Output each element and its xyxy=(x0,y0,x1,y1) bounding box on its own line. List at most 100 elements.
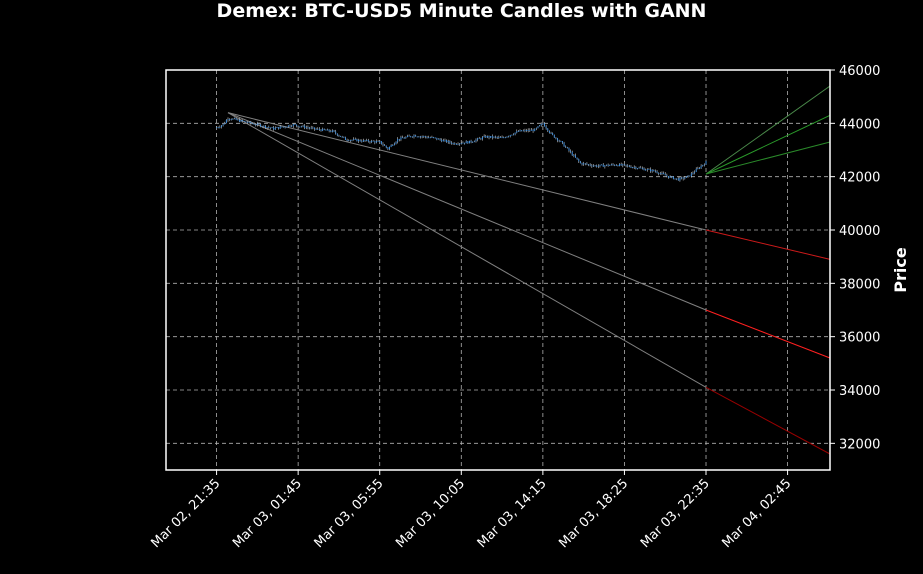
candle-body xyxy=(646,169,648,170)
candle-body xyxy=(573,155,575,156)
candle-body xyxy=(348,140,350,142)
candle-body xyxy=(568,148,570,151)
candle-body xyxy=(261,126,263,128)
candle-body xyxy=(255,124,257,126)
candle-body xyxy=(356,139,358,142)
candle-body xyxy=(468,140,470,144)
candle-body xyxy=(335,131,337,134)
candle-body xyxy=(464,142,466,144)
candle-body xyxy=(224,123,226,125)
candle-body xyxy=(571,152,573,156)
candle-body xyxy=(542,123,544,125)
candle-body xyxy=(346,139,348,141)
candle-body xyxy=(700,165,702,169)
candle-body xyxy=(530,129,532,131)
candle-body xyxy=(436,137,438,140)
candle-body xyxy=(625,164,627,166)
candle-body xyxy=(230,119,232,121)
candle-body xyxy=(504,137,506,139)
candle-body xyxy=(260,124,262,127)
candle-body xyxy=(581,163,583,165)
candle-body xyxy=(426,136,428,138)
candle-body xyxy=(253,123,255,125)
candle-body xyxy=(234,118,236,120)
candle-body xyxy=(574,155,576,158)
candle-body xyxy=(628,165,630,167)
candle-body xyxy=(371,140,373,143)
candles-layer xyxy=(216,117,707,182)
candle-body xyxy=(452,143,454,144)
candle-body xyxy=(586,163,588,165)
candle-body xyxy=(589,164,591,166)
candle-body xyxy=(325,129,327,131)
candle-body xyxy=(250,121,252,124)
candle-body xyxy=(583,163,585,165)
candle-body xyxy=(682,177,684,179)
candle-body xyxy=(323,128,325,130)
candle-body xyxy=(340,135,342,137)
candle-body xyxy=(375,141,377,143)
candle-body xyxy=(341,136,343,138)
candle-body xyxy=(366,139,368,141)
candle-body xyxy=(653,169,655,172)
candle-body xyxy=(684,177,686,179)
candle-body xyxy=(433,137,435,138)
candle-body xyxy=(553,134,555,138)
candle-body xyxy=(622,164,624,166)
candle-body xyxy=(666,175,668,177)
candle-body xyxy=(614,164,616,166)
candle-body xyxy=(431,137,433,138)
candle-body xyxy=(561,141,563,143)
candle-body xyxy=(488,136,490,138)
candle-body xyxy=(526,130,528,132)
candle-body xyxy=(543,123,545,127)
y-tick-label: 46000 xyxy=(839,64,880,79)
candle-body xyxy=(362,140,364,142)
candle-body xyxy=(689,175,691,177)
candle-body xyxy=(610,164,612,166)
candle-body xyxy=(372,140,374,142)
candle-body xyxy=(299,126,301,128)
candle-body xyxy=(703,164,705,166)
candle-body xyxy=(344,137,346,140)
candle-body xyxy=(698,168,700,169)
candle-body xyxy=(584,163,586,165)
candle-body xyxy=(667,176,669,178)
candle-body xyxy=(400,137,402,140)
candle-body xyxy=(434,137,436,139)
candle-body xyxy=(304,125,306,128)
x-tick-label: Mar 03, 01:45 xyxy=(230,476,305,551)
candle-body xyxy=(415,135,417,137)
candle-body xyxy=(227,119,229,121)
candle-body xyxy=(423,136,425,138)
candle-body xyxy=(333,130,335,132)
candle-body xyxy=(392,145,394,146)
candle-body xyxy=(361,141,363,142)
candle-body xyxy=(315,128,317,130)
candle-body xyxy=(681,177,683,179)
candle-body xyxy=(645,169,647,171)
candle-body xyxy=(216,127,218,129)
candle-body xyxy=(539,125,541,127)
candle-body xyxy=(217,127,219,129)
candle-body xyxy=(406,135,408,138)
candle-body xyxy=(669,176,671,178)
candle-body xyxy=(420,136,422,138)
candle-body xyxy=(403,137,405,139)
candle-body xyxy=(560,141,562,142)
candle-body xyxy=(537,126,539,128)
candle-body xyxy=(251,123,253,125)
candle-body xyxy=(322,128,324,131)
candle-body xyxy=(508,136,510,137)
candle-body xyxy=(490,135,492,138)
candle-body xyxy=(411,136,413,138)
candle-body xyxy=(592,165,594,167)
candle-body xyxy=(550,132,552,134)
x-axis: Mar 02, 21:35 Mar 03, 01:45 Mar 03, 05:55 M… xyxy=(148,470,794,551)
candle-body xyxy=(656,171,658,173)
candle-body xyxy=(397,138,399,142)
candle-body xyxy=(555,137,557,139)
candle-body xyxy=(493,136,495,138)
candle-body xyxy=(557,138,559,141)
candle-body xyxy=(429,137,431,139)
